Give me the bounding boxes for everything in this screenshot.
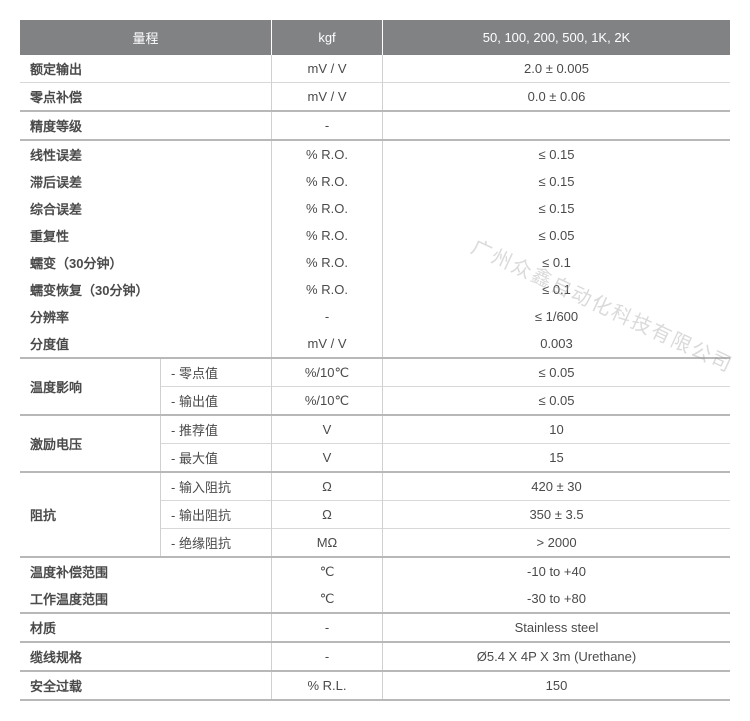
unit-exc-rec: V [272,415,383,444]
label-combined: 综合误差 [20,195,272,222]
row-imp-input: 阻抗 - 输入阻抗 Ω 420 ± 30 [20,472,730,501]
unit-temp-zero: %/10℃ [272,358,383,387]
row-division: 分度值 mV / V 0.003 [20,330,730,358]
row-hysteresis: 滞后误差 % R.O. ≤ 0.15 [20,168,730,195]
value-creep-recovery: ≤ 0.1 [383,276,731,303]
unit-overload: % R.L. [272,671,383,700]
unit-zero-balance: mV / V [272,83,383,112]
row-linearity: 线性误差 % R.O. ≤ 0.15 [20,140,730,168]
sublabel-temp-output: - 输出值 [161,387,272,416]
value-overload: 150 [383,671,731,700]
label-cable: 缆线规格 [20,642,272,671]
sublabel-exc-rec: - 推荐值 [161,415,272,444]
spec-table: 量程 kgf 50, 100, 200, 500, 1K, 2K 额定输出 mV… [20,20,730,701]
label-accuracy: 精度等级 [20,111,272,140]
label-impedance: 阻抗 [20,472,161,557]
unit-repeat: % R.O. [272,222,383,249]
label-creep-recovery: 蠕变恢复（30分钟） [20,276,272,303]
row-creep: 蠕变（30分钟） % R.O. ≤ 0.1 [20,249,730,276]
label-zero-balance: 零点补偿 [20,83,272,112]
label-temp-effect: 温度影响 [20,358,161,415]
header-range: 量程 [20,20,272,55]
sublabel-exc-max: - 最大值 [161,444,272,473]
row-repeat: 重复性 % R.O. ≤ 0.05 [20,222,730,249]
value-imp-insul: > 2000 [383,529,731,558]
row-resolution: 分辨率 - ≤ 1/600 [20,303,730,330]
value-accuracy [383,111,731,140]
unit-creep: % R.O. [272,249,383,276]
label-material: 材质 [20,613,272,642]
row-combined: 综合误差 % R.O. ≤ 0.15 [20,195,730,222]
label-rated-output: 额定输出 [20,55,272,83]
unit-imp-input: Ω [272,472,383,501]
label-repeat: 重复性 [20,222,272,249]
value-hysteresis: ≤ 0.15 [383,168,731,195]
value-material: Stainless steel [383,613,731,642]
value-imp-output: 350 ± 3.5 [383,501,731,529]
row-temp-op: 工作温度范围 ℃ -30 to +80 [20,585,730,613]
unit-cable: - [272,642,383,671]
value-imp-input: 420 ± 30 [383,472,731,501]
value-temp-op: -30 to +80 [383,585,731,613]
unit-temp-output: %/10℃ [272,387,383,416]
sublabel-imp-insul: - 绝缘阻抗 [161,529,272,558]
label-hysteresis: 滞后误差 [20,168,272,195]
label-temp-comp: 温度补偿范围 [20,557,272,585]
header-values: 50, 100, 200, 500, 1K, 2K [383,20,731,55]
row-overload: 安全过载 % R.L. 150 [20,671,730,700]
row-rated-output: 额定输出 mV / V 2.0 ± 0.005 [20,55,730,83]
row-material: 材质 - Stainless steel [20,613,730,642]
label-overload: 安全过载 [20,671,272,700]
sublabel-imp-input: - 输入阻抗 [161,472,272,501]
unit-material: - [272,613,383,642]
value-exc-max: 15 [383,444,731,473]
label-excitation: 激励电压 [20,415,161,472]
row-temp-zero: 温度影响 - 零点值 %/10℃ ≤ 0.05 [20,358,730,387]
value-exc-rec: 10 [383,415,731,444]
sublabel-imp-output: - 输出阻抗 [161,501,272,529]
label-resolution: 分辨率 [20,303,272,330]
value-cable: Ø5.4 X 4P X 3m (Urethane) [383,642,731,671]
table-header-row: 量程 kgf 50, 100, 200, 500, 1K, 2K [20,20,730,55]
row-accuracy: 精度等级 - [20,111,730,140]
value-rated-output: 2.0 ± 0.005 [383,55,731,83]
unit-accuracy: - [272,111,383,140]
value-creep: ≤ 0.1 [383,249,731,276]
value-temp-zero: ≤ 0.05 [383,358,731,387]
unit-resolution: - [272,303,383,330]
value-repeat: ≤ 0.05 [383,222,731,249]
value-combined: ≤ 0.15 [383,195,731,222]
row-exc-rec: 激励电压 - 推荐值 V 10 [20,415,730,444]
header-unit: kgf [272,20,383,55]
unit-exc-max: V [272,444,383,473]
row-creep-recovery: 蠕变恢复（30分钟） % R.O. ≤ 0.1 [20,276,730,303]
unit-hysteresis: % R.O. [272,168,383,195]
row-zero-balance: 零点补偿 mV / V 0.0 ± 0.06 [20,83,730,112]
value-temp-output: ≤ 0.05 [383,387,731,416]
unit-creep-recovery: % R.O. [272,276,383,303]
sublabel-temp-zero: - 零点值 [161,358,272,387]
value-division: 0.003 [383,330,731,358]
value-temp-comp: -10 to +40 [383,557,731,585]
value-resolution: ≤ 1/600 [383,303,731,330]
label-division: 分度值 [20,330,272,358]
label-temp-op: 工作温度范围 [20,585,272,613]
unit-combined: % R.O. [272,195,383,222]
row-temp-comp: 温度补偿范围 ℃ -10 to +40 [20,557,730,585]
label-creep: 蠕变（30分钟） [20,249,272,276]
unit-temp-op: ℃ [272,585,383,613]
row-cable: 缆线规格 - Ø5.4 X 4P X 3m (Urethane) [20,642,730,671]
unit-rated-output: mV / V [272,55,383,83]
unit-temp-comp: ℃ [272,557,383,585]
unit-imp-insul: MΩ [272,529,383,558]
value-linearity: ≤ 0.15 [383,140,731,168]
unit-imp-output: Ω [272,501,383,529]
value-zero-balance: 0.0 ± 0.06 [383,83,731,112]
unit-division: mV / V [272,330,383,358]
label-linearity: 线性误差 [20,140,272,168]
unit-linearity: % R.O. [272,140,383,168]
